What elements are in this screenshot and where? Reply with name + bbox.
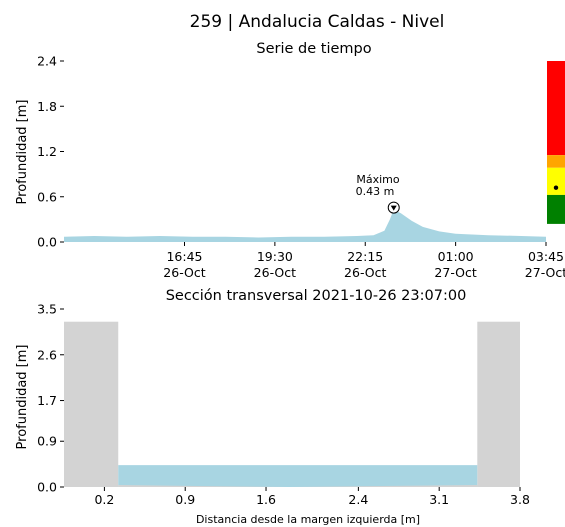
cross-section-x-axis: 0.2 0.9 1.6 2.4 3.1 3.8 <box>94 487 530 507</box>
x-tick-label: 19:30 <box>257 249 293 264</box>
cross-section-plot <box>64 321 520 487</box>
level-segment <box>547 167 565 195</box>
y-tick-label: 1.2 <box>37 144 57 159</box>
level-segment <box>547 194 565 224</box>
y-tick-label: 0.9 <box>37 434 57 449</box>
x-tick-label: 03:45 <box>528 249 564 264</box>
x-tick-label: 3.1 <box>429 492 449 507</box>
y-tick-label: 3.5 <box>37 302 57 317</box>
y-tick-label: 1.8 <box>37 99 57 114</box>
x-tick-date: 27-Oct <box>434 265 476 280</box>
x-tick-date: 26-Oct <box>344 265 386 280</box>
y-tick-label: 2.4 <box>37 54 57 69</box>
cross-section-chart: Sección transversal 2021-10-26 23:07:00 … <box>15 288 530 526</box>
time-series-y-label: Profundidad [m] <box>15 100 30 205</box>
time-series-x-axis: 16:4526-Oct19:3026-Oct22:1526-Oct01:0027… <box>163 242 565 280</box>
max-annotation-label: Máximo <box>356 173 400 186</box>
y-tick-label: 1.7 <box>37 393 57 408</box>
x-tick-label: 2.4 <box>348 492 368 507</box>
water-level <box>118 465 478 487</box>
x-tick-label: 3.8 <box>510 492 530 507</box>
x-tick-label: 01:00 <box>438 249 474 264</box>
max-annotation-value: 0.43 m <box>356 185 395 198</box>
right-bank <box>477 321 520 487</box>
left-bank <box>64 321 119 487</box>
cross-section-y-axis: 0.0 0.9 1.7 2.6 3.5 <box>37 302 64 495</box>
x-tick-label: 1.6 <box>256 492 276 507</box>
level-segment <box>547 155 565 168</box>
x-tick-label: 0.9 <box>175 492 195 507</box>
time-series-fill <box>64 209 546 242</box>
time-series-y-axis: 0.0 0.6 1.2 1.8 2.4 <box>37 54 64 250</box>
x-tick-date: 26-Oct <box>254 265 296 280</box>
alert-level-bar <box>547 61 565 224</box>
x-tick-label: 0.2 <box>94 492 114 507</box>
level-marker <box>553 185 559 190</box>
cross-section-title: Sección transversal 2021-10-26 23:07:00 <box>166 288 467 304</box>
level-segment <box>547 61 565 156</box>
time-series-chart: 0.00.61.21.82.4 16:4526-Oct19:3026-Oct22… <box>15 54 565 281</box>
channel-bed <box>118 485 478 487</box>
max-annotation: Máximo 0.43 m <box>356 173 400 214</box>
y-tick-label: 0.6 <box>37 189 57 204</box>
x-tick-label: 16:45 <box>166 249 202 264</box>
x-tick-label: 22:15 <box>347 249 383 264</box>
max-marker-triangle-icon <box>390 205 397 211</box>
x-tick-date: 27-Oct <box>525 265 565 280</box>
y-tick-label: 2.6 <box>37 347 57 362</box>
x-tick-date: 26-Oct <box>163 265 205 280</box>
main-title: 259 | Andalucia Caldas - Nivel <box>190 12 445 32</box>
time-series-area <box>64 209 546 242</box>
y-tick-label: 0.0 <box>37 235 57 250</box>
cross-section-x-label: Distancia desde la margen izquierda [m] <box>196 513 420 526</box>
cross-section-y-label: Profundidad [m] <box>15 345 30 450</box>
y-tick-label: 0.0 <box>37 480 57 495</box>
subtitle: Serie de tiempo <box>256 41 371 57</box>
